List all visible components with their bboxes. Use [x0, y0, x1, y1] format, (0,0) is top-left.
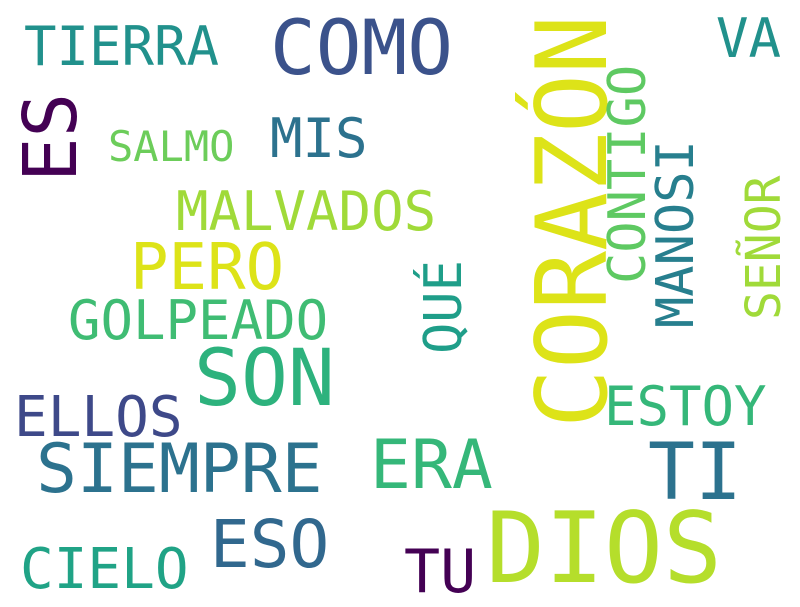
word-dios: DIOS: [486, 492, 723, 606]
word-tierra: TIERRA: [24, 15, 220, 78]
word-es: ES: [8, 92, 94, 182]
word-como: COMO: [270, 3, 454, 92]
word-salmo: SALMO: [108, 122, 235, 171]
word-pero: PERO: [130, 231, 285, 305]
word-senor: SEÑOR: [736, 175, 792, 321]
word-era: ERA: [370, 426, 493, 505]
word-mis: MIS: [270, 107, 368, 170]
word-ellos: ELLOS: [14, 385, 183, 450]
word-estoy: ESTOY: [604, 375, 767, 438]
word-siempre: SIEMPRE: [36, 430, 323, 509]
word-ti: TI: [648, 428, 742, 518]
word-cielo: CIELO: [20, 537, 189, 602]
word-son: SON: [194, 334, 335, 424]
word-golpeado: GOLPEADO: [68, 289, 329, 352]
word-va: VA: [716, 7, 782, 70]
word-que: QUÉ: [414, 260, 474, 354]
word-manosi: MANOSI: [646, 140, 706, 328]
word-malvados: MALVADOS: [176, 180, 437, 243]
word-tu: TU: [404, 537, 477, 607]
word-eso: ESO: [210, 506, 330, 583]
